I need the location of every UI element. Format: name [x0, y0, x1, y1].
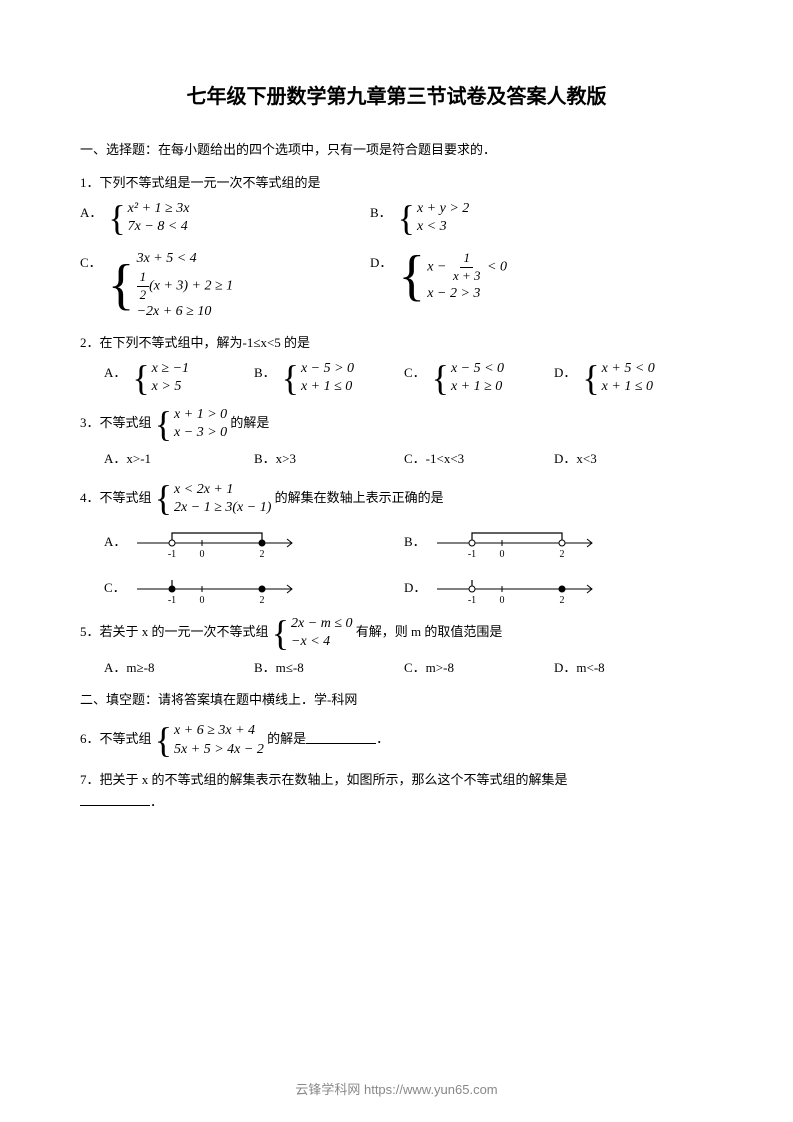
q4-stem: 4．不等式组 { x < 2x + 12x − 1 ≥ 3(x − 1) 的解集… [80, 481, 713, 517]
section-2-header: 二、填空题：请将答案填在题中横线上．学-科网 [80, 689, 713, 708]
svg-text:2: 2 [559, 549, 564, 559]
svg-text:-1: -1 [168, 549, 176, 559]
svg-text:0: 0 [199, 595, 204, 605]
q3-option-a: A．x>-1 [104, 448, 254, 470]
q4-option-a: A． -102 [104, 523, 404, 559]
number-line-d: -1 0 2 [432, 569, 602, 605]
q1-option-d: D． { x − 1x + 3 < 0 x − 2 > 3 [370, 250, 507, 321]
question-1: 1．下列不等式组是一元一次不等式组的是 A． { x² + 1 ≥ 3x 7x … [80, 172, 713, 322]
svg-text:0: 0 [200, 549, 205, 559]
svg-text:2: 2 [560, 595, 565, 605]
section-1-header: 一、选择题：在每小题给出的四个选项中，只有一项是符合题目要求的． [80, 139, 713, 158]
question-2: 2．在下列不等式组中，解为-1≤x<5 的是 A． { x ≥ −1x > 5 … [80, 332, 713, 396]
page-title: 七年级下册数学第九章第三节试卷及答案人教版 [80, 80, 713, 109]
svg-text:2: 2 [260, 549, 265, 559]
q2-stem: 2．在下列不等式组中，解为-1≤x<5 的是 [80, 332, 713, 354]
number-line-a: -1 0 2 [132, 523, 302, 559]
q5-option-b: B．m≤-8 [254, 657, 404, 679]
q2-option-b: B． { x − 5 > 0x + 1 ≤ 0 [254, 360, 404, 396]
question-4: 4．不等式组 { x < 2x + 12x − 1 ≥ 3(x − 1) 的解集… [80, 481, 713, 605]
q2-option-c: C． { x − 5 < 0x + 1 ≥ 0 [404, 360, 554, 396]
question-6: 6．不等式组 { x + 6 ≥ 3x + 45x + 5 > 4x − 2 的… [80, 722, 713, 758]
svg-text:-1: -1 [168, 595, 176, 605]
blank-field [306, 730, 376, 744]
number-line-b: -1 0 2 [432, 523, 602, 559]
question-7: 7．把关于 x 的不等式组的解集表示在数轴上，如图所示，那么这个不等式组的解集是… [80, 769, 713, 813]
q2-option-a: A． { x ≥ −1x > 5 [104, 360, 254, 396]
q3-option-c: C．-1<x<3 [404, 448, 554, 470]
q4-option-c: C． -102 [104, 569, 404, 605]
q1-option-a: A． { x² + 1 ≥ 3x 7x − 8 < 4 [80, 200, 370, 236]
page-footer: 云锋学科网 https://www.yun65.com [0, 1079, 793, 1098]
svg-text:-1: -1 [468, 595, 476, 605]
svg-text:-1: -1 [468, 549, 476, 559]
svg-text:0: 0 [500, 595, 505, 605]
q1-option-b: B． { x + y > 2 x < 3 [370, 200, 469, 236]
blank-field [80, 792, 150, 806]
q3-option-b: B．x>3 [254, 448, 404, 470]
svg-text:0: 0 [499, 549, 504, 559]
q5-option-d: D．m<-8 [554, 657, 704, 679]
q4-option-d: D． -102 [404, 569, 704, 605]
q3-stem: 3．不等式组 { x + 1 > 0x − 3 > 0 的解是 [80, 406, 713, 442]
question-5: 5．若关于 x 的一元一次不等式组 { 2x − m ≤ 0−x < 4 有解，… [80, 615, 713, 679]
q1-option-c: C． { 3x + 5 < 4 12(x + 3) + 2 ≥ 1 −2x + … [80, 250, 370, 321]
q5-option-c: C．m>-8 [404, 657, 554, 679]
q1-stem: 1．下列不等式组是一元一次不等式组的是 [80, 172, 713, 194]
number-line-c: -1 0 2 [132, 569, 302, 605]
q4-option-b: B． -102 [404, 523, 704, 559]
q3-option-d: D．x<3 [554, 448, 704, 470]
svg-text:2: 2 [259, 595, 264, 605]
q2-option-d: D． { x + 5 < 0x + 1 ≤ 0 [554, 360, 704, 396]
question-3: 3．不等式组 { x + 1 > 0x − 3 > 0 的解是 A．x>-1 B… [80, 406, 713, 470]
q5-stem: 5．若关于 x 的一元一次不等式组 { 2x − m ≤ 0−x < 4 有解，… [80, 615, 713, 651]
q5-option-a: A．m≥-8 [104, 657, 254, 679]
